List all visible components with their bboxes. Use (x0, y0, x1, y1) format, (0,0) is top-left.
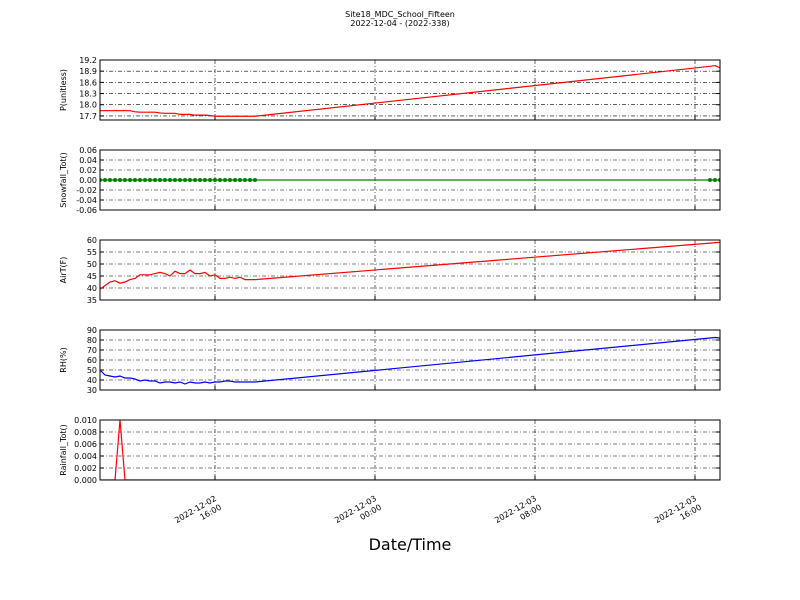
plot-frame (99, 59, 721, 121)
y-tick-label: 40 (87, 376, 97, 385)
y-tick-label: 60 (87, 236, 97, 245)
data-point (138, 178, 142, 182)
y-tick-label: 18.6 (79, 78, 97, 87)
y-tick-label: 90 (87, 326, 97, 335)
plot-area (100, 64, 720, 117)
data-line (100, 64, 720, 117)
figure-title: Site18_MDC_School_Fifteen (345, 10, 455, 19)
y-tick-label: 70 (87, 346, 97, 355)
data-point (228, 178, 232, 182)
data-point (713, 178, 717, 182)
y-tick-label: 0.000 (74, 476, 97, 485)
data-line (100, 336, 720, 385)
y-tick-label: -0.02 (76, 186, 97, 195)
plot-frame (99, 239, 721, 301)
x-tick-label: 2022-12-0300:00 (333, 494, 383, 534)
data-point (193, 178, 197, 182)
plot-frame (99, 329, 721, 391)
data-point (143, 178, 147, 182)
y-axis-label: AirT(F) (59, 257, 68, 284)
data-point (103, 178, 107, 182)
x-axis-label: Date/Time (369, 535, 452, 554)
data-point (248, 178, 252, 182)
y-tick-label: 0.006 (74, 440, 97, 449)
y-tick-label: 17.7 (79, 112, 97, 121)
data-point (123, 178, 127, 182)
data-point (218, 178, 222, 182)
data-point (163, 178, 167, 182)
data-point (188, 178, 192, 182)
x-tick-label: 2022-12-0216:00 (173, 494, 223, 534)
y-tick-label: 0.00 (79, 176, 97, 185)
y-tick-label: 0.008 (74, 428, 97, 437)
data-point (118, 178, 122, 182)
data-point (173, 178, 177, 182)
y-tick-label: 0.004 (74, 452, 97, 461)
y-tick-label: -0.06 (76, 206, 97, 215)
y-tick-label: 55 (87, 248, 97, 257)
y-tick-label: 18.3 (79, 90, 97, 99)
plot-area (100, 420, 720, 480)
data-point (213, 178, 217, 182)
data-point (133, 178, 137, 182)
data-point (108, 178, 112, 182)
data-point (178, 178, 182, 182)
y-axis-label: RH(%) (59, 347, 68, 372)
y-tick-label: 0.04 (79, 156, 97, 165)
data-line (100, 420, 720, 480)
plot-area (100, 241, 720, 290)
data-point (183, 178, 187, 182)
plot-frame (99, 149, 721, 211)
y-tick-label: 0.010 (74, 416, 97, 425)
y-tick-label: 35 (87, 296, 97, 305)
data-point (113, 178, 117, 182)
y-tick-label: 0.02 (79, 166, 97, 175)
y-tick-label: 40 (87, 284, 97, 293)
y-tick-label: 50 (87, 260, 97, 269)
y-tick-label: 50 (87, 366, 97, 375)
data-point (233, 178, 237, 182)
data-point (128, 178, 132, 182)
y-tick-label: 80 (87, 336, 97, 345)
y-axis-label: P(unitless) (59, 69, 68, 111)
plot-area (100, 178, 720, 182)
y-tick-label: 18.9 (79, 67, 97, 76)
y-tick-label: 18.0 (79, 101, 97, 110)
figure-subtitle: 2022-12-04 - (2022-338) (350, 19, 449, 28)
plot-frame (99, 419, 721, 481)
y-tick-label: -0.04 (76, 196, 97, 205)
data-point (223, 178, 227, 182)
data-point (158, 178, 162, 182)
data-point (153, 178, 157, 182)
y-tick-label: 45 (87, 272, 97, 281)
x-tick-label: 2022-12-0308:00 (493, 494, 543, 534)
data-line (100, 241, 720, 290)
y-tick-label: 60 (87, 356, 97, 365)
data-point (708, 178, 712, 182)
data-point (198, 178, 202, 182)
data-point (208, 178, 212, 182)
y-tick-label: 19.2 (79, 56, 97, 65)
y-tick-label: 30 (87, 386, 97, 395)
data-point (253, 178, 257, 182)
y-axis-label: Snowfall_Tot() (59, 152, 68, 208)
data-point (243, 178, 247, 182)
plot-area (100, 336, 720, 385)
data-point (238, 178, 242, 182)
data-point (203, 178, 207, 182)
y-tick-label: 0.06 (79, 146, 97, 155)
x-tick-label: 2022-12-0316:00 (653, 494, 703, 534)
data-point (168, 178, 172, 182)
y-axis-label: Rainfall_Tot() (59, 424, 68, 476)
y-tick-label: 0.002 (74, 464, 97, 473)
data-point (148, 178, 152, 182)
